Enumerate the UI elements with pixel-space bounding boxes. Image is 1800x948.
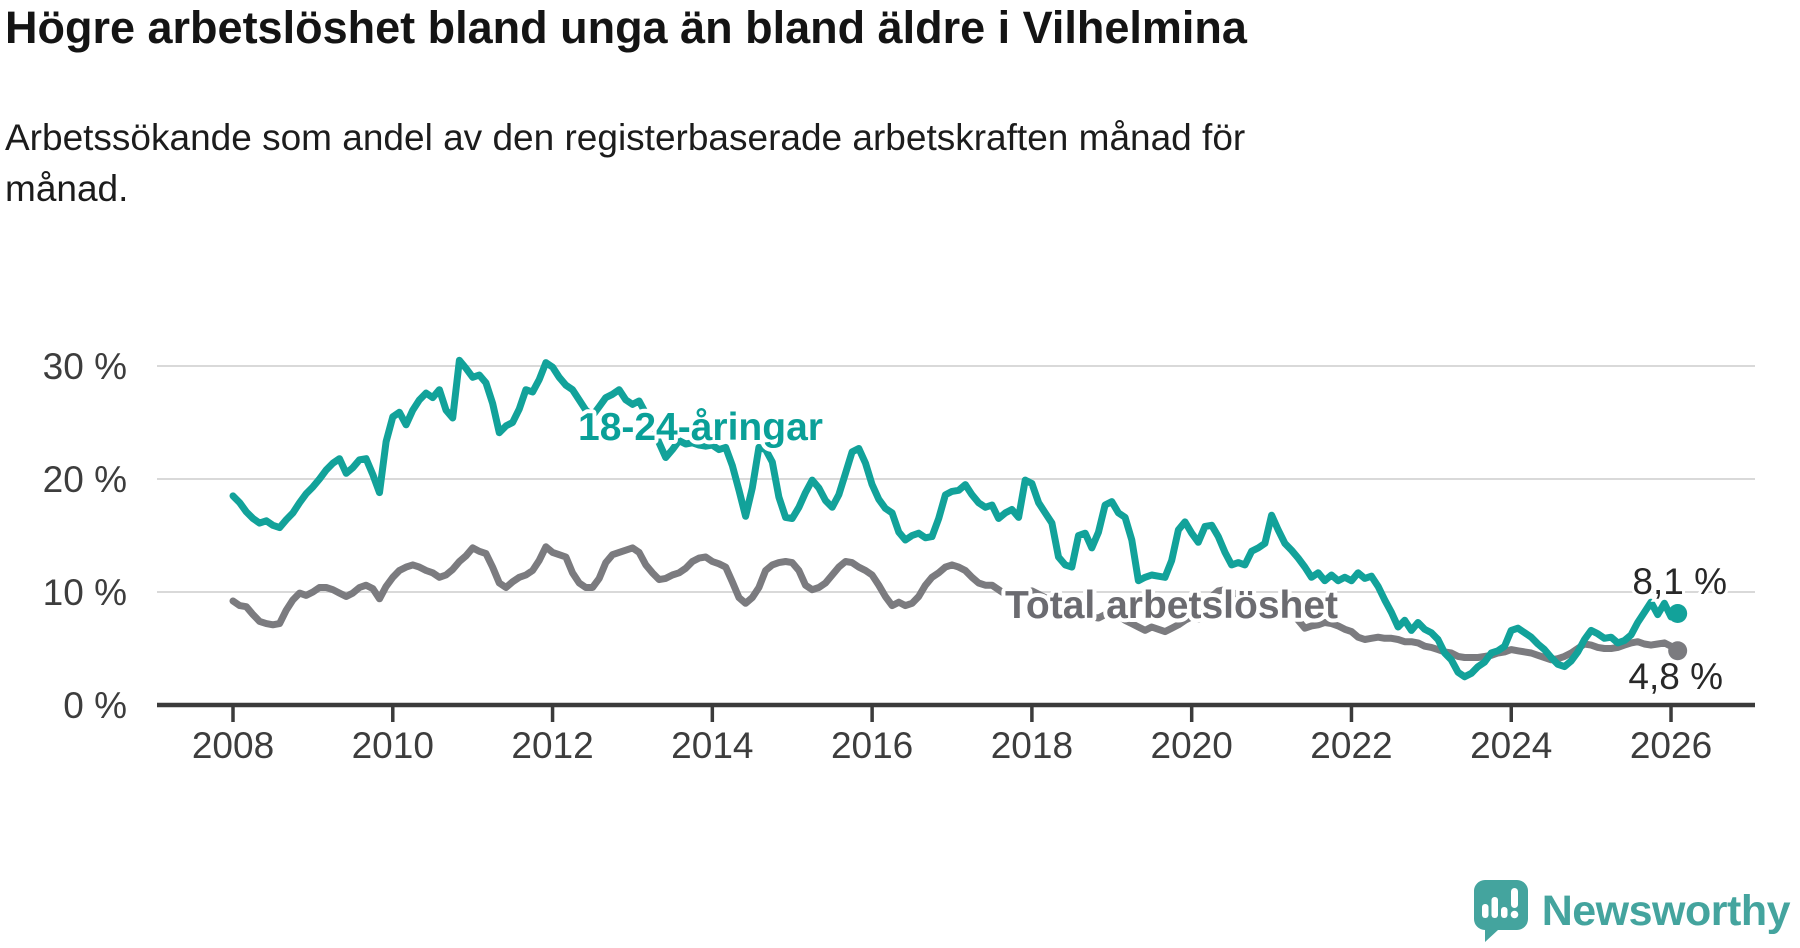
bar-2: [1491, 897, 1498, 918]
x-axis-label: 2020: [1151, 725, 1233, 766]
series-label-total: Total arbetslöshet: [1005, 584, 1338, 627]
line-chart: 30 % 20 % 10 % 0 % 2008 2010 2012 2014 2016 2018 2…: [0, 240, 1800, 780]
bar-3: [1500, 907, 1508, 918]
newsworthy-logo: Newsworthy: [1473, 880, 1791, 942]
end-value-label-total: 4,8 %: [1628, 656, 1723, 697]
x-axis-label: 2012: [511, 725, 593, 766]
end-dot-youth: [1668, 603, 1688, 623]
end-dot-total: [1668, 641, 1688, 661]
newsworthy-wordmark: Newsworthy: [1541, 886, 1791, 935]
y-axis-label: 30 %: [43, 346, 127, 387]
x-axis-label: 2016: [831, 725, 913, 766]
x-axis-label: 2026: [1630, 725, 1712, 766]
x-axis-label: 2010: [352, 725, 434, 766]
chart-line-youth: [229, 356, 1682, 681]
y-axis-label: 10 %: [43, 572, 127, 613]
y-axis-label: 0 %: [63, 685, 127, 726]
chart-canvas: 30 % 20 % 10 % 0 % 2008 2010 2012 2014 2016 2018 2…: [43, 346, 1755, 766]
x-axis-label: 2024: [1470, 725, 1552, 766]
bar-1: [1481, 904, 1489, 918]
page-title: Högre arbetslöshet bland unga än bland ä…: [5, 2, 1247, 53]
y-axis-label: 20 %: [43, 459, 127, 500]
end-value-label-youth: 8,1 %: [1632, 561, 1727, 602]
x-axis-label: 2018: [991, 725, 1073, 766]
series-label-youth: 18-24-åringar: [578, 406, 823, 449]
chart-line-total: [229, 543, 1682, 664]
chart-subtitle: Arbetssökande som andel av den registerb…: [5, 117, 1246, 210]
exclamation-dot: [1510, 910, 1519, 919]
x-axis-label: 2008: [192, 725, 274, 766]
x-axis-label: 2022: [1310, 725, 1392, 766]
exclamation-bar: [1510, 888, 1518, 908]
newsworthy-logo-icon: [1473, 880, 1528, 942]
x-axis-label: 2014: [671, 725, 753, 766]
